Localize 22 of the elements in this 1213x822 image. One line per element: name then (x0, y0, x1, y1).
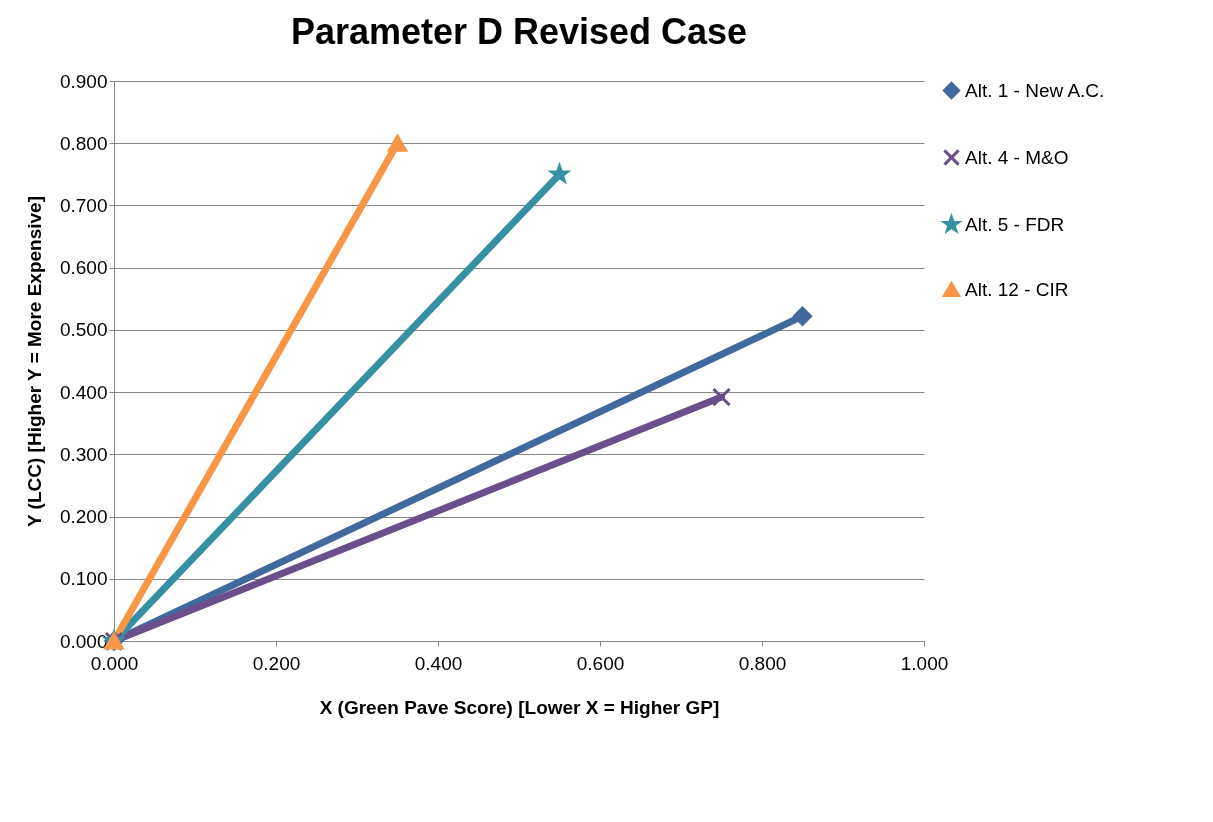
y-axis-title: Y (LCC) [Higher Y = More Expensive] (23, 195, 45, 528)
y-tick-label: 0.700 (59, 194, 108, 216)
y-tick-label: 0.400 (59, 381, 108, 403)
legend-label: Alt. 12 - CIR (965, 278, 1069, 300)
x-tick-label: 0.800 (738, 652, 787, 674)
x-tick-label: 0.600 (576, 652, 625, 674)
y-tick-label: 0.900 (59, 70, 108, 92)
legend-label: Alt. 4 - M&O (965, 146, 1069, 168)
y-tick-label: 0.300 (59, 443, 108, 465)
y-tick-label: 0.500 (59, 319, 108, 341)
x-tick-label: 0.000 (90, 652, 139, 674)
y-tick-label: 0.200 (59, 506, 108, 528)
x-tick-label: 0.400 (414, 652, 463, 674)
y-tick-label: 0.600 (59, 257, 108, 279)
legend-label: Alt. 5 - FDR (965, 213, 1065, 235)
y-tick-label: 0.800 (59, 132, 108, 154)
chart-title: Parameter D Revised Case (290, 11, 748, 52)
x-axis-title: X (Green Pave Score) [Lower X = Higher GP] (319, 696, 720, 718)
x-tick-label: 1.000 (900, 652, 949, 674)
legend-label: Alt. 1 - New A.C. (965, 79, 1105, 101)
x-tick-label: 0.200 (252, 652, 301, 674)
y-tick-label: 0.100 (59, 568, 108, 590)
